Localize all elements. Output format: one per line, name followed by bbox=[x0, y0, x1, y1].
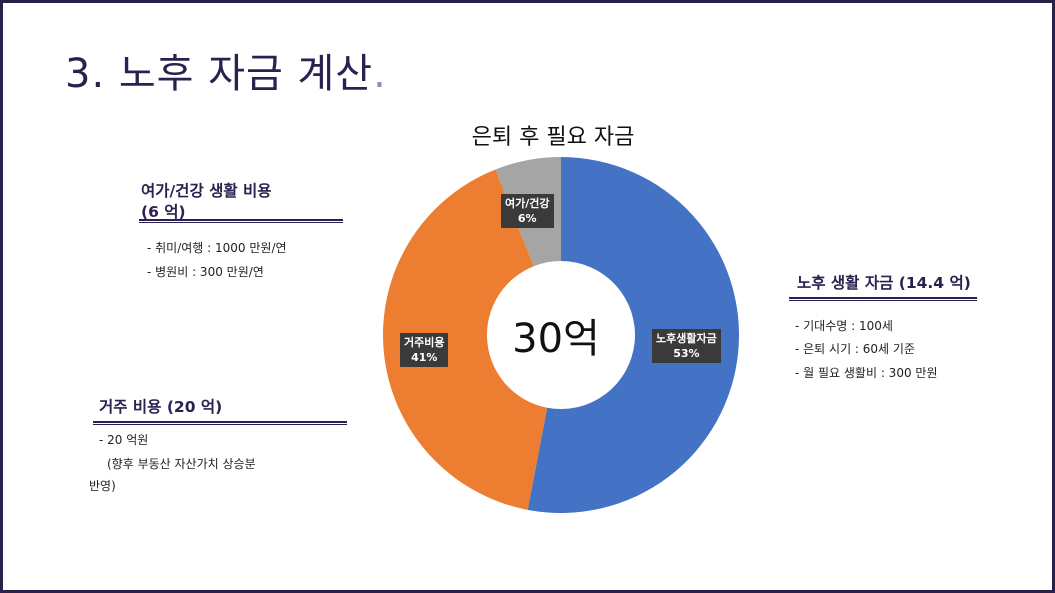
donut-chart bbox=[382, 157, 739, 513]
slice-housing bbox=[382, 169, 548, 510]
slice-label-value: 41% bbox=[411, 351, 438, 364]
housing-item: (향후 부동산 자산가치 상승분 bbox=[107, 457, 256, 471]
slice-label-leisure: 여가/건강 6% bbox=[501, 194, 554, 228]
slice-label-value: 53% bbox=[673, 347, 700, 360]
slice-label-living: 노후생활자금 53% bbox=[652, 329, 721, 363]
title-dot: . bbox=[373, 51, 387, 97]
slice-label-housing: 거주비용 41% bbox=[400, 333, 449, 367]
slide-title-text: 3. 노후 자금 계산 bbox=[65, 51, 374, 97]
living-item: - 은퇴 시기 : 60세 기준 bbox=[795, 342, 915, 356]
slice-label-name: 노후생활자금 bbox=[656, 332, 717, 345]
leisure-item: - 취미/여행 : 1000 만원/연 bbox=[147, 241, 287, 255]
living-item: - 월 필요 생활비 : 300 만원 bbox=[795, 366, 938, 380]
leisure-rule bbox=[139, 219, 343, 223]
donut-center-label: 30억 bbox=[512, 316, 600, 362]
slice-label-value: 6% bbox=[517, 212, 537, 225]
leisure-box-title: 여가/건강 생활 비용 (6 억) bbox=[141, 181, 272, 223]
housing-rule bbox=[93, 421, 347, 425]
leisure-title-line2: (6 억) bbox=[141, 203, 186, 221]
housing-item: 반영) bbox=[89, 479, 116, 493]
living-rule bbox=[789, 297, 977, 301]
chart-title: 은퇴 후 필요 자금 bbox=[471, 125, 635, 150]
housing-item: - 20 억원 bbox=[99, 433, 149, 447]
living-box-title: 노후 생활 자금 (14.4 억) bbox=[797, 274, 971, 292]
housing-box-title: 거주 비용 (20 억) bbox=[99, 398, 223, 416]
slice-label-name: 여가/건강 bbox=[505, 197, 550, 210]
living-item: - 기대수명 : 100세 bbox=[795, 319, 893, 333]
slide-title: 3. 노후 자금 계산. bbox=[65, 41, 387, 99]
slice-living bbox=[527, 157, 739, 513]
leisure-title-line1: 여가/건강 생활 비용 bbox=[141, 182, 272, 200]
slice-label-name: 거주비용 bbox=[404, 336, 445, 349]
leisure-item: - 병원비 : 300 만원/연 bbox=[147, 265, 264, 279]
